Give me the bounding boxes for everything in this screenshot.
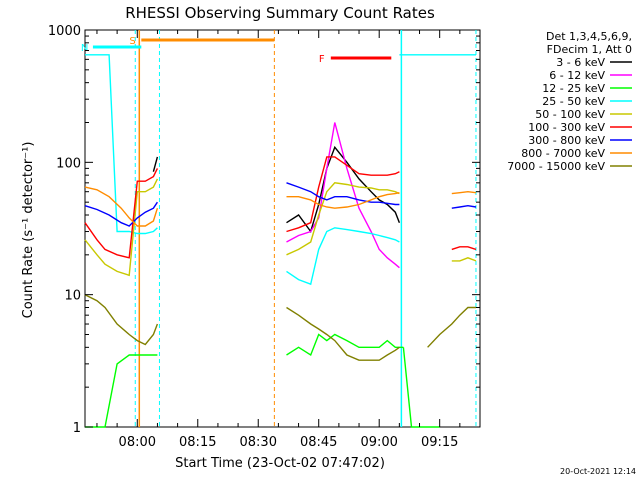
series-line bbox=[286, 192, 400, 209]
series-line bbox=[286, 182, 400, 256]
series-line bbox=[286, 306, 400, 361]
x-tick-label: 08:45 bbox=[300, 435, 337, 450]
x-tick-label: 08:15 bbox=[179, 435, 216, 450]
flag-label: S bbox=[129, 36, 135, 47]
series-line bbox=[84, 178, 159, 277]
legend-label: 300 - 800 keV bbox=[528, 134, 605, 147]
legend-label: 100 - 300 keV bbox=[528, 121, 605, 134]
y-tick-label: 100 bbox=[56, 156, 81, 171]
x-tick-label: 08:30 bbox=[240, 435, 277, 450]
series-line bbox=[152, 156, 159, 172]
series-line bbox=[84, 294, 159, 346]
series-line bbox=[286, 122, 400, 269]
legend-label: 7000 - 15000 keV bbox=[507, 160, 605, 173]
flag-label: F bbox=[319, 54, 325, 65]
series-line bbox=[84, 201, 158, 227]
series-line bbox=[451, 257, 477, 262]
legend-label: 3 - 6 keV bbox=[556, 56, 605, 69]
legend-label: 800 - 7000 keV bbox=[521, 147, 605, 160]
legend-header-1: Det 1,3,4,5,6,9, bbox=[546, 30, 632, 43]
chart-title: RHESSI Observing Summary Count Rates bbox=[125, 4, 435, 22]
legend: Det 1,3,4,5,6,9, FDecim 1, Att 0 3 - 6 k… bbox=[507, 30, 632, 173]
y-tick-label: 10 bbox=[64, 289, 81, 304]
y-tick-label: 1000 bbox=[48, 24, 81, 39]
series-line bbox=[402, 347, 440, 428]
series-line bbox=[286, 182, 400, 206]
flag-markers: S N F bbox=[81, 36, 392, 65]
region-markers bbox=[134, 30, 477, 427]
y-axis-ticks: 1 10 100 1000 bbox=[48, 24, 480, 436]
y-tick-label: 1 bbox=[73, 421, 81, 436]
y-axis-label: Count Rate (s⁻¹ detector⁻¹) bbox=[21, 142, 36, 319]
plot-frame bbox=[84, 29, 481, 428]
x-tick-label: 08:00 bbox=[119, 435, 156, 450]
x-tick-label: 09:15 bbox=[421, 435, 458, 450]
series-line bbox=[286, 227, 400, 286]
series-line bbox=[451, 190, 477, 195]
series-layer bbox=[84, 54, 477, 428]
series-line bbox=[451, 204, 477, 209]
series-line bbox=[286, 156, 400, 233]
legend-label: 25 - 50 keV bbox=[542, 95, 605, 108]
series-line bbox=[84, 168, 159, 259]
legend-header-2: FDecim 1, Att 0 bbox=[547, 43, 632, 56]
x-tick-label: 09:00 bbox=[360, 435, 397, 450]
series-line bbox=[85, 354, 158, 428]
x-axis-ticks: 08:00 08:15 08:30 08:45 09:00 09:15 bbox=[96, 30, 481, 450]
legend-label: 50 - 100 keV bbox=[535, 108, 605, 121]
legend-label: 6 - 12 keV bbox=[549, 69, 605, 82]
footer-date: 20-Oct-2021 12:14 bbox=[560, 467, 636, 476]
series-line bbox=[85, 54, 158, 235]
plot-area bbox=[84, 29, 481, 428]
series-line bbox=[286, 333, 404, 357]
legend-label: 12 - 25 keV bbox=[542, 82, 605, 95]
series-line bbox=[84, 186, 159, 227]
series-line bbox=[427, 306, 476, 348]
flag-label: N bbox=[81, 43, 88, 54]
x-axis-label: Start Time (23-Oct-02 07:47:02) bbox=[175, 456, 385, 471]
series-line bbox=[451, 246, 477, 251]
